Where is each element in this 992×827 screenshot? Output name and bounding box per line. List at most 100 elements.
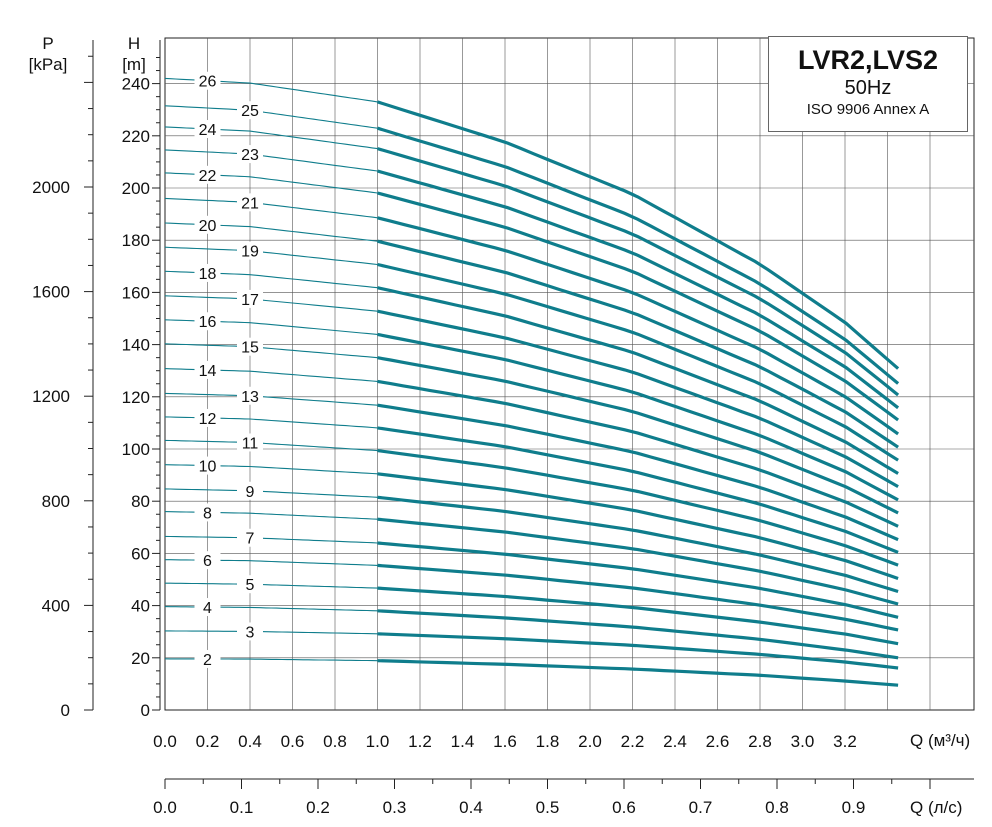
curve-label-4: 4 <box>203 600 212 617</box>
flow-tick-label: 0.2 <box>196 732 220 751</box>
flow-tick-label: 1.0 <box>366 732 390 751</box>
curve-label-22: 22 <box>199 168 217 185</box>
pump-curve-17 <box>377 309 899 488</box>
pump-curve-8 <box>377 517 899 606</box>
head-tick-label: 140 <box>122 336 150 355</box>
curve-label-bg <box>237 386 263 405</box>
curve-label-bg <box>194 263 221 282</box>
flow-ls-axis-title: Q (л/с) <box>910 798 962 817</box>
pump-curve-15 <box>377 356 899 515</box>
flow-ls-tick-label: 0.4 <box>459 798 483 817</box>
head-tick-label: 120 <box>122 388 150 407</box>
curve-label-bg <box>237 101 263 120</box>
flow-tick-label: 2.6 <box>706 732 730 751</box>
curve-label-bg <box>194 503 221 522</box>
curve-label-26: 26 <box>199 74 217 91</box>
curve-label-bg <box>194 649 221 668</box>
curve-label-10: 10 <box>199 459 217 476</box>
pump-curve-thin-21 <box>164 197 378 219</box>
pump-curve-2 <box>377 659 899 687</box>
pump-curve-thin-11 <box>164 439 378 452</box>
flow-ls-tick-label: 0.6 <box>612 798 636 817</box>
curve-label-bg <box>237 193 263 212</box>
curve-label-bg <box>194 215 221 234</box>
curve-label-9: 9 <box>246 484 255 501</box>
pump-curve-thin-3 <box>165 630 378 635</box>
head-tick-label: 240 <box>122 75 150 94</box>
head-axis-title: H <box>128 34 140 53</box>
curve-label-3: 3 <box>246 624 255 641</box>
flow-ls-tick-label: 0.5 <box>536 798 560 817</box>
pump-curve-11 <box>377 449 899 567</box>
axes: 0204060801001201401601802002202400400800… <box>32 40 974 817</box>
curve-label-17: 17 <box>241 292 259 309</box>
pump-curve-21 <box>377 216 900 436</box>
curve-label-bg <box>237 145 263 164</box>
curve-label-bg <box>237 575 263 594</box>
pressure-tick-label: 1200 <box>32 387 70 406</box>
pressure-tick-label: 0 <box>61 701 70 720</box>
legend-box: LVR2,LVS2 50Hz ISO 9906 Annex A <box>768 36 968 132</box>
flow-tick-label: 2.2 <box>621 732 645 751</box>
flow-ls-tick-label: 0.0 <box>153 798 177 817</box>
curve-label-bg <box>194 408 221 427</box>
curve-label-16: 16 <box>199 314 217 331</box>
curve-label-bg <box>194 71 221 90</box>
pressure-axis-unit: [kPa] <box>29 55 68 74</box>
flow-tick-label: 1.8 <box>536 732 560 751</box>
head-tick-label: 80 <box>131 492 150 511</box>
pump-curve-thin-25 <box>164 105 378 129</box>
flow-tick-label: 0.6 <box>281 732 305 751</box>
curve-label-bg <box>194 312 221 331</box>
flow-ls-tick-label: 0.1 <box>230 798 254 817</box>
flow-tick-label: 2.8 <box>748 732 772 751</box>
head-tick-label: 0 <box>141 701 150 720</box>
pump-curve-thin-9 <box>164 488 378 498</box>
pump-curve-7 <box>377 541 899 619</box>
flow-tick-label: 1.4 <box>451 732 475 751</box>
pump-curve-thin-15 <box>164 343 378 359</box>
head-tick-label: 20 <box>131 649 150 668</box>
flow-tick-label: 2.0 <box>578 732 602 751</box>
curve-label-5: 5 <box>246 577 255 594</box>
curve-label-bg <box>237 528 263 547</box>
pump-curve-13 <box>377 403 899 542</box>
pump-curve-thin-13 <box>164 392 378 406</box>
curve-label-18: 18 <box>199 266 217 283</box>
pump-curve-5 <box>377 586 899 646</box>
flow-tick-label: 0.0 <box>153 732 177 751</box>
curve-label-bg <box>194 456 221 475</box>
curve-label-bg <box>194 165 221 184</box>
curve-label-bg <box>237 337 263 356</box>
pump-curve-thin-23 <box>164 149 378 172</box>
pump-curve-thin-17 <box>164 295 378 312</box>
pump-curve-thin-7 <box>164 535 378 544</box>
head-tick-label: 100 <box>122 440 150 459</box>
flow-axis-title: Q (м³/ч) <box>910 731 970 750</box>
pressure-tick-label: 1600 <box>32 283 70 302</box>
chart-frequency: 50Hz <box>844 77 892 99</box>
head-axis-unit: [m] <box>122 55 146 74</box>
curve-label-bg <box>237 622 263 641</box>
flow-tick-label: 2.4 <box>663 732 687 751</box>
curve-label-23: 23 <box>241 147 259 164</box>
curve-label-bg <box>194 360 221 379</box>
pump-curve-25 <box>377 126 900 385</box>
curve-label-14: 14 <box>199 363 217 380</box>
pump-curves <box>164 77 900 687</box>
head-tick-label: 180 <box>122 231 150 250</box>
flow-tick-label: 0.4 <box>238 732 262 751</box>
head-tick-label: 40 <box>131 597 150 616</box>
flow-ls-tick-label: 0.3 <box>383 798 407 817</box>
flow-tick-label: 3.2 <box>833 732 857 751</box>
pump-curve-10 <box>377 472 899 581</box>
flow-ls-tick-label: 0.2 <box>306 798 330 817</box>
chart-title: LVR2,LVS2 <box>797 45 939 75</box>
curve-label-bg <box>237 433 263 452</box>
curve-label-bg <box>237 289 263 308</box>
plot-frame <box>164 37 975 711</box>
pump-curve-20 <box>377 239 899 449</box>
curve-label-bg <box>237 481 263 500</box>
pump-curve-16 <box>377 332 899 502</box>
